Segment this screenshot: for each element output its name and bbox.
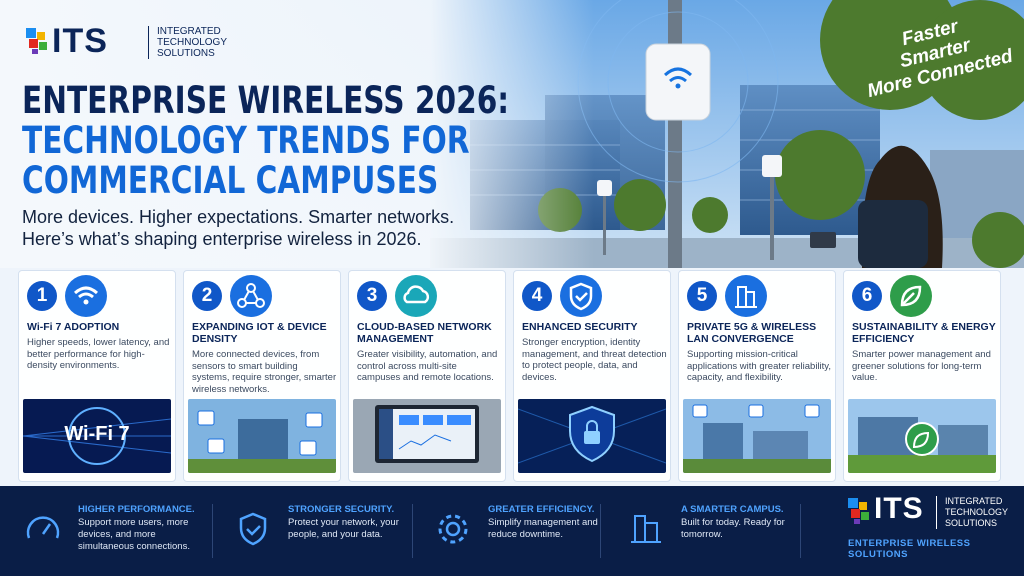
card-icon	[395, 275, 437, 317]
card-image: Wi-Fi 7	[23, 399, 171, 473]
card-image	[518, 399, 666, 473]
card-title: Wi-Fi 7 ADOPTION	[27, 321, 120, 333]
logo-icon	[26, 28, 48, 59]
icon	[900, 285, 922, 307]
card: 4 ENHANCED SECURITY Stronger encryption, i…	[513, 270, 671, 482]
logo-mark: ITS	[52, 22, 108, 60]
card-number: 4	[522, 281, 552, 311]
card-text: Supporting mission-critical applications…	[687, 349, 831, 383]
hero-scene	[0, 0, 1024, 268]
separator	[600, 504, 601, 558]
card-number: 6	[852, 281, 882, 311]
icon	[735, 286, 757, 308]
footer-text: Protect your network, your people, and y…	[288, 517, 399, 540]
card-text: More connected devices, from sensors to …	[192, 349, 337, 395]
card: 5 PRIVATE 5G & WIRELESS LAN CONVERGENCE Su…	[678, 270, 836, 482]
footer-icon	[432, 508, 474, 555]
footer-icon	[22, 508, 64, 555]
footer-title: STRONGER SECURITY.	[288, 504, 395, 515]
footer-title: HIGHER PERFORMANCE.	[78, 504, 195, 515]
icon	[73, 286, 99, 305]
footer-title: GREATER EFFICIENCY.	[488, 504, 595, 515]
footer: HIGHER PERFORMANCE. Support more users, m…	[0, 486, 1024, 576]
card: 3 CLOUD-BASED NETWORK MANAGEMENT Greater v…	[348, 270, 506, 482]
card-number: 3	[357, 281, 387, 311]
card-icon	[890, 275, 932, 317]
card-illustration	[23, 399, 171, 473]
card: 2 EXPANDING IOT & DEVICE DENSITY More conn…	[183, 270, 341, 482]
separator	[800, 504, 801, 558]
card-icon	[560, 275, 602, 317]
card: 6 SUSTAINABILITY & ENERGY EFFICIENCY Smart…	[843, 270, 1001, 482]
footer-logo-mark: ITS	[874, 492, 924, 525]
card-image	[353, 399, 501, 473]
card: 1 Wi-Fi 7 ADOPTION Higher speeds, lower la…	[18, 270, 176, 482]
footer-logo-icon	[848, 498, 870, 529]
icon	[631, 515, 661, 543]
card-number: 2	[192, 281, 222, 311]
card-icon	[725, 275, 767, 317]
card-illustration	[518, 399, 666, 473]
card-number: 1	[27, 281, 57, 311]
card-image	[683, 399, 831, 473]
logo-squares	[848, 498, 869, 524]
footer-text: Built for today. Ready for tomorrow.	[681, 517, 785, 540]
card-title: PRIVATE 5G & WIRELESS LAN CONVERGENCE	[687, 321, 817, 345]
card-title: EXPANDING IOT & DEVICE DENSITY	[192, 321, 327, 345]
card-illustration	[683, 399, 831, 473]
card-number: 5	[687, 281, 717, 311]
logo-squares	[26, 28, 47, 54]
icon	[26, 516, 60, 539]
footer-icon	[625, 508, 667, 555]
card-image	[188, 399, 336, 473]
hero: ITS INTEGRATED TECHNOLOGY SOLUTIONS ENTE…	[0, 0, 1024, 268]
card-title: ENHANCED SECURITY	[522, 321, 638, 333]
card-title: CLOUD-BASED NETWORK MANAGEMENT	[357, 321, 492, 345]
title-line: TECHNOLOGY TRENDS FOR	[22, 119, 470, 162]
image-label: Wi-Fi 7	[64, 423, 130, 445]
separator	[412, 504, 413, 558]
card-icon	[230, 275, 272, 317]
card-icon	[65, 275, 107, 317]
footer-text: Support more users, more devices, and mo…	[78, 517, 190, 552]
icon	[438, 514, 468, 544]
footer-icon	[232, 508, 274, 555]
card-illustration	[848, 399, 996, 473]
card-title: SUSTAINABILITY & ENERGY EFFICIENCY	[852, 321, 996, 345]
icon	[239, 512, 267, 546]
footer-text: Simplify management and reduce downtime.	[488, 517, 598, 540]
footer-tagline: ENTERPRISE WIRELESS SOLUTIONS	[848, 538, 971, 560]
card-text: Greater visibility, automation, and cont…	[357, 349, 498, 383]
icon	[237, 283, 265, 308]
footer-title: A SMARTER CAMPUS.	[681, 504, 784, 515]
subtitle: Here’s what’s shaping enterprise wireles…	[22, 229, 422, 249]
card-text: Higher speeds, lower latency, and better…	[27, 337, 170, 371]
title-line: COMMERCIAL CAMPUSES	[22, 159, 439, 202]
separator	[212, 504, 213, 558]
card-text: Stronger encryption, identity management…	[522, 337, 667, 383]
card-image	[848, 399, 996, 473]
card-illustration	[188, 399, 336, 473]
footer-logo-name: INTEGRATED TECHNOLOGY SOLUTIONS	[936, 496, 1024, 529]
card-text: Smarter power management and greener sol…	[852, 349, 991, 383]
subtitle: More devices. Higher expectations. Smart…	[22, 207, 455, 227]
icon	[403, 285, 430, 304]
icon	[569, 282, 593, 311]
logo-name: INTEGRATED TECHNOLOGY SOLUTIONS	[148, 26, 257, 59]
card-illustration	[353, 399, 501, 473]
title-line: ENTERPRISE WIRELESS 2026:	[22, 79, 510, 122]
